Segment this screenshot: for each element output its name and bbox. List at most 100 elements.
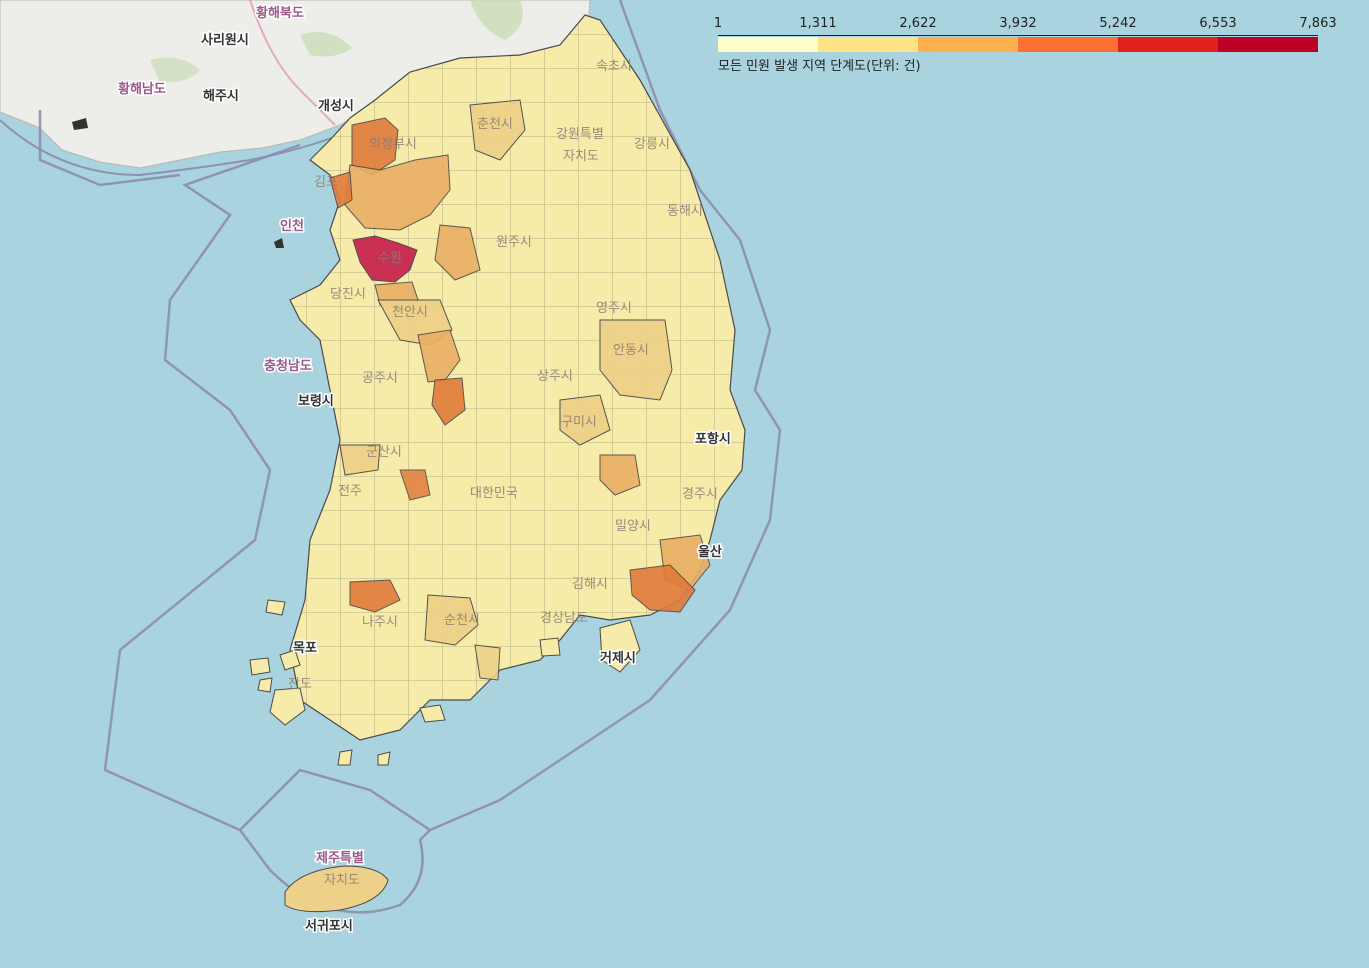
label-gimhae: 김해시 <box>572 577 608 592</box>
district-seoul-area <box>344 154 451 231</box>
legend-tick: 6,553 <box>1199 16 1237 31</box>
label-gangneung: 강릉시 <box>634 137 670 152</box>
island-jeju <box>284 865 389 913</box>
legend-tick: 1,311 <box>799 16 837 31</box>
district-chuncheon <box>469 99 526 161</box>
label-sokcho: 속초시 <box>596 59 632 74</box>
district-gimpo <box>329 171 353 209</box>
label-jeju-line1: 제주특별 <box>316 850 364 866</box>
north-hill-1 <box>300 31 352 57</box>
island-west-1 <box>279 649 301 671</box>
legend-color-segment <box>718 37 818 52</box>
label-hwanghae-bukdo: 황해북도 <box>256 5 304 21</box>
map-labels: 황해북도 사리원시 황해남도 해주시 개성시 의정부시 춘천시 속초시 강릉시 … <box>117 4 733 936</box>
maritime-boundary-inner <box>38 110 181 187</box>
label-gyeongnam: 경상남도 <box>540 611 588 626</box>
label-seogwipo: 서귀포시 <box>305 918 353 934</box>
label-kaesong: 개성시 <box>318 99 354 114</box>
choropleth-legend: 1 1,311 2,622 3,932 5,242 6,553 7,863 모든… <box>713 16 1337 76</box>
label-andong: 안동시 <box>613 343 649 358</box>
district-daejeon <box>431 377 466 426</box>
island-southwest-3 <box>269 687 306 726</box>
legend-caption: 모든 민원 발생 지역 단계도(단위: 건) <box>718 59 921 74</box>
legend-tick: 7,863 <box>1299 16 1337 31</box>
label-jeonju: 전주 <box>338 484 362 499</box>
label-chungnam: 충청남도 <box>264 358 312 374</box>
island-southwest-1 <box>265 599 286 616</box>
north-coastline <box>0 119 341 177</box>
label-jeju-line2: 자치도 <box>324 873 360 888</box>
label-donghae: 동해시 <box>667 204 703 219</box>
island-geoje <box>599 619 641 673</box>
label-sariwon: 사리원시 <box>201 32 249 48</box>
legend-tick: 3,932 <box>999 16 1037 31</box>
legend-color-segment <box>1118 37 1218 52</box>
label-daehan: 대한민국 <box>470 486 518 501</box>
islet-2 <box>274 238 284 248</box>
label-wonju: 원주시 <box>496 235 532 250</box>
label-yeongju: 영주시 <box>596 301 632 316</box>
district-yeosu <box>474 644 501 681</box>
legend-color-bar <box>718 37 1318 52</box>
north-land-layer <box>0 0 591 177</box>
north-hill-3 <box>150 57 200 83</box>
label-jindo: 진도 <box>288 677 312 692</box>
legend-tick: 1 <box>713 16 723 31</box>
district-suwon <box>352 235 418 283</box>
label-gimpo: 김포 <box>314 175 338 190</box>
label-sangju: 상주시 <box>537 369 573 384</box>
label-gangwon-line2: 자치도 <box>563 149 599 164</box>
island-southwest-2 <box>249 657 271 676</box>
label-boryeong: 보령시 <box>298 394 334 409</box>
district-andong <box>599 319 673 401</box>
islet-1 <box>72 118 88 130</box>
legend-color-segment <box>918 37 1018 52</box>
label-hwanghae-namdo: 황해남도 <box>118 81 166 97</box>
label-cheonan: 천안시 <box>392 305 428 320</box>
legend-tick: 2,622 <box>899 16 937 31</box>
district-cheongju <box>417 329 461 383</box>
maritime-boundary-outer <box>103 0 782 832</box>
district-gwangju <box>349 579 401 613</box>
legend-tick: 5,242 <box>1099 16 1137 31</box>
legend-axis <box>718 35 1318 36</box>
label-ulsan: 울산 <box>698 544 722 560</box>
district-busan <box>629 564 696 613</box>
label-haeju: 해주시 <box>203 88 239 104</box>
label-dangjin: 당진시 <box>330 287 366 302</box>
label-pohang: 포항시 <box>695 431 731 447</box>
legend-color-segment <box>1018 37 1118 52</box>
district-daegu <box>599 454 641 496</box>
island-west-2 <box>257 677 273 693</box>
district-jeonju <box>399 469 431 501</box>
choropleth-districts <box>329 99 711 681</box>
district-suncheon <box>424 594 479 646</box>
label-gumi: 구미시 <box>561 415 597 430</box>
island-south-1 <box>377 751 391 766</box>
label-suwon: 수원 <box>378 251 402 266</box>
legend-tick-labels: 1 1,311 2,622 3,932 5,242 6,553 7,863 <box>713 16 1337 32</box>
road-line <box>249 0 336 126</box>
legend-color-segment <box>1218 37 1318 52</box>
dark-islets <box>72 118 284 248</box>
label-chuncheon: 춘천시 <box>477 117 513 132</box>
label-mokpo: 목포 <box>293 641 317 656</box>
island-southwest-4 <box>337 749 353 766</box>
islands <box>249 599 641 913</box>
label-uijeongbu: 의정부시 <box>369 137 417 152</box>
legend-color-segment <box>818 37 918 52</box>
island-east <box>539 637 561 657</box>
label-gyeongju: 경주시 <box>682 487 718 502</box>
label-incheon: 인천 <box>280 218 304 234</box>
label-gunsan: 군산시 <box>366 445 402 460</box>
label-miryang: 밀양시 <box>615 519 651 534</box>
district-gunsan <box>339 444 381 476</box>
district-gumi <box>559 394 611 446</box>
label-naju: 나주시 <box>362 615 398 630</box>
label-gongju: 공주시 <box>362 371 398 386</box>
label-suncheon: 순천시 <box>444 613 480 628</box>
island-south-2 <box>419 704 446 723</box>
label-geoje: 거제시 <box>600 651 636 666</box>
